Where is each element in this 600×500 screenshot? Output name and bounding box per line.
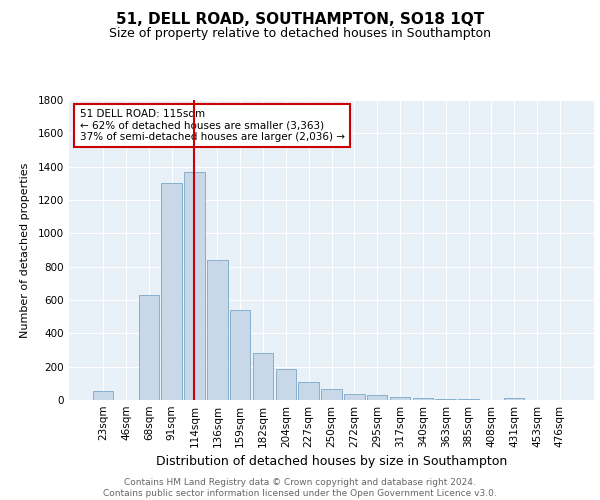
Text: Contains HM Land Registry data © Crown copyright and database right 2024.
Contai: Contains HM Land Registry data © Crown c… xyxy=(103,478,497,498)
Bar xyxy=(161,182,182,400)
Bar xyxy=(93,391,113,400)
Bar xyxy=(436,399,456,400)
Bar xyxy=(458,399,479,400)
Y-axis label: Number of detached properties: Number of detached properties xyxy=(20,162,29,338)
Bar xyxy=(253,354,273,400)
Bar xyxy=(344,394,365,400)
Bar xyxy=(139,295,159,400)
Bar xyxy=(390,396,410,400)
Bar xyxy=(413,398,433,400)
Bar xyxy=(367,395,388,400)
Text: 51 DELL ROAD: 115sqm
← 62% of detached houses are smaller (3,363)
37% of semi-de: 51 DELL ROAD: 115sqm ← 62% of detached h… xyxy=(79,109,344,142)
Text: Size of property relative to detached houses in Southampton: Size of property relative to detached ho… xyxy=(109,28,491,40)
Bar xyxy=(321,389,342,400)
Text: 51, DELL ROAD, SOUTHAMPTON, SO18 1QT: 51, DELL ROAD, SOUTHAMPTON, SO18 1QT xyxy=(116,12,484,28)
Bar xyxy=(275,369,296,400)
X-axis label: Distribution of detached houses by size in Southampton: Distribution of detached houses by size … xyxy=(156,456,507,468)
Bar xyxy=(504,398,524,400)
Bar xyxy=(298,382,319,400)
Bar xyxy=(184,172,205,400)
Bar xyxy=(207,260,227,400)
Bar xyxy=(230,310,250,400)
